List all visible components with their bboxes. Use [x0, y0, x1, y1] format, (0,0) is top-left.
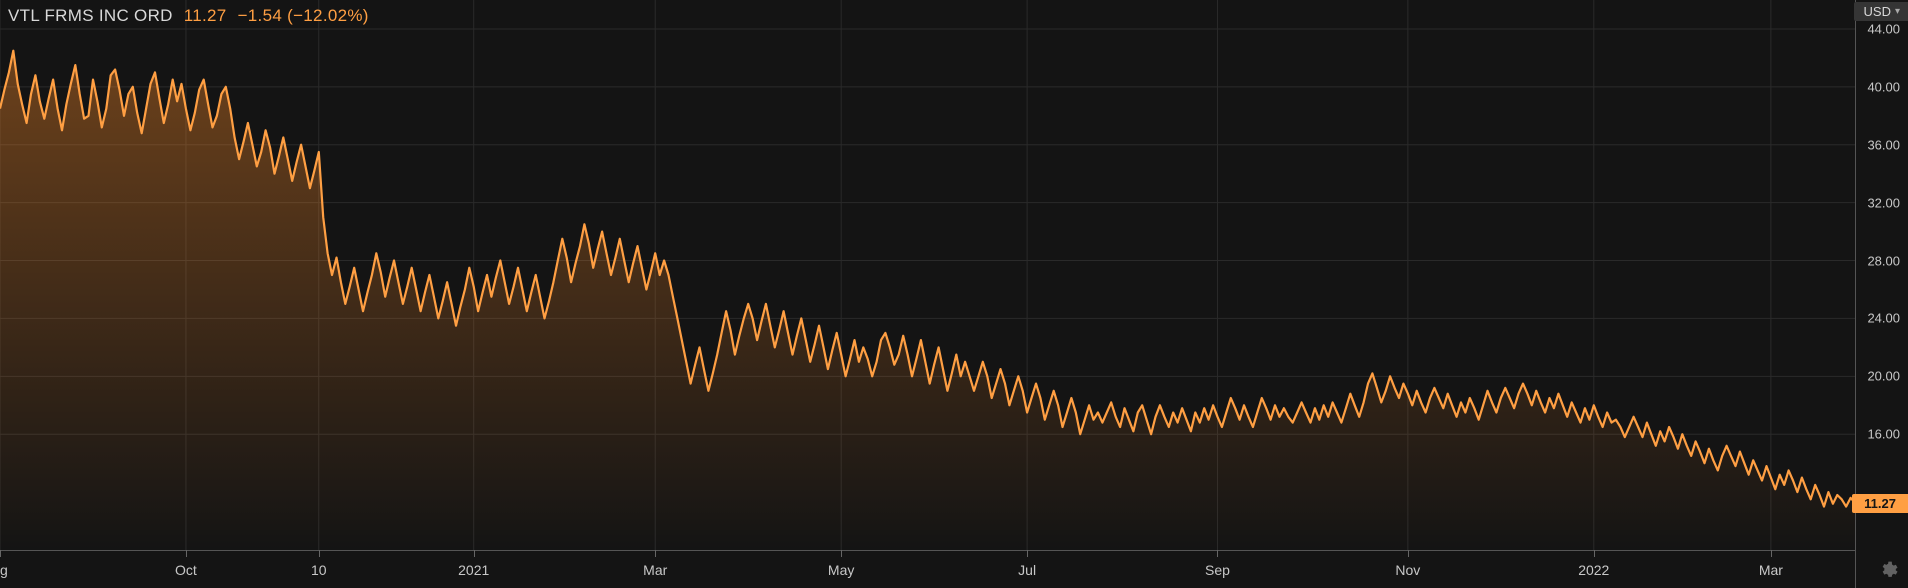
x-axis-tick-label: Mar [1759, 562, 1783, 578]
y-axis-tick-label: 28.00 [1867, 253, 1900, 268]
x-axis-tick-label: Mar [643, 562, 667, 578]
x-axis-tick-label: 2021 [458, 562, 489, 578]
x-axis-tick-label: Oct [175, 562, 197, 578]
ticker-symbol: VTL FRMS INC ORD [8, 6, 173, 25]
x-axis-tick [1217, 550, 1218, 557]
stock-chart: VTL FRMS INC ORD 11.27 −1.54 (−12.02%) U… [0, 0, 1908, 588]
chart-header: VTL FRMS INC ORD 11.27 −1.54 (−12.02%) [8, 6, 375, 26]
x-axis-tick [1408, 550, 1409, 557]
x-axis-tick [0, 550, 1, 557]
x-axis-tick-label: 2022 [1578, 562, 1609, 578]
y-axis-tick-label: 36.00 [1867, 137, 1900, 152]
chevron-down-icon: ▾ [1895, 6, 1900, 17]
x-axis-tick-label: 10 [311, 562, 327, 578]
x-axis-tick-label: May [828, 562, 854, 578]
y-axis-tick-label: 32.00 [1867, 195, 1900, 210]
y-axis-tick-label: 40.00 [1867, 79, 1900, 94]
x-axis-tick-label: ug [0, 562, 8, 578]
y-axis-tick-label: 20.00 [1867, 369, 1900, 384]
price-change: −1.54 (−12.02%) [238, 6, 369, 25]
currency-label: USD [1864, 4, 1891, 19]
settings-button[interactable] [1878, 560, 1898, 580]
y-axis-tick-label: 44.00 [1867, 21, 1900, 36]
price-chart-svg[interactable] [0, 0, 1908, 588]
last-price: 11.27 [184, 6, 227, 25]
y-axis-tick-label: 16.00 [1867, 427, 1900, 442]
x-axis-tick [319, 550, 320, 557]
x-axis-tick [1771, 550, 1772, 557]
gear-icon [1878, 560, 1898, 580]
x-axis-tick [186, 550, 187, 557]
x-axis-tick [474, 550, 475, 557]
x-axis-tick-label: Sep [1205, 562, 1230, 578]
last-price-badge: 11.27 [1852, 494, 1908, 513]
x-axis-tick [1027, 550, 1028, 557]
x-axis-tick [1594, 550, 1595, 557]
currency-selector[interactable]: USD ▾ [1854, 2, 1908, 21]
x-axis-tick-label: Jul [1018, 562, 1036, 578]
y-axis-tick-label: 24.00 [1867, 311, 1900, 326]
x-axis-tick [841, 550, 842, 557]
x-axis-tick [655, 550, 656, 557]
x-axis-tick-label: Nov [1395, 562, 1420, 578]
x-axis-line [0, 550, 1855, 551]
